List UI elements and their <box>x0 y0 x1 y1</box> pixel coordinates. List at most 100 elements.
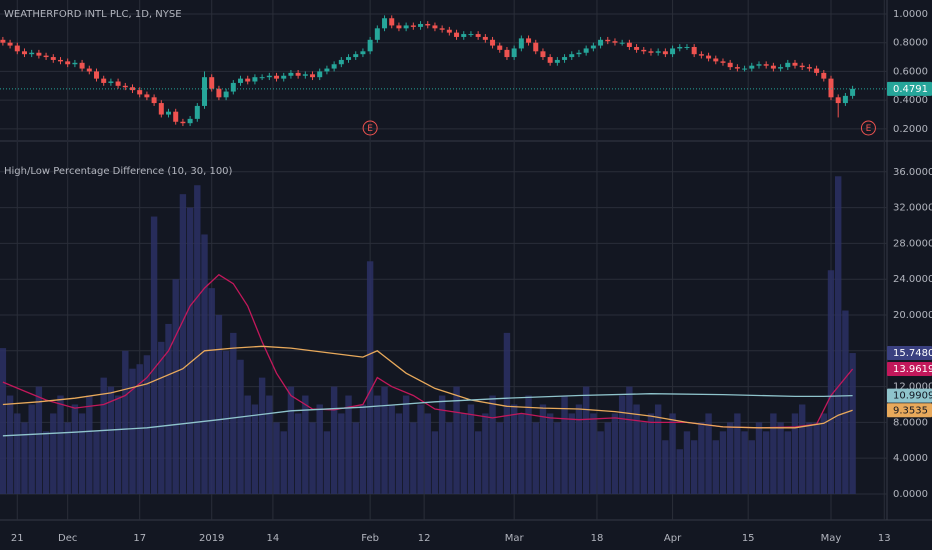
histogram-bar <box>698 422 705 494</box>
candle-body <box>202 77 208 106</box>
histogram-bar <box>57 395 64 494</box>
candle-body <box>806 67 812 69</box>
histogram-bar <box>266 395 273 494</box>
candle-body <box>43 55 49 58</box>
candle-body <box>151 97 157 104</box>
candle-body <box>410 25 416 27</box>
price-badge-label: 10.9909 <box>893 391 932 402</box>
histogram-bar <box>316 404 323 494</box>
candle-body <box>511 48 517 58</box>
histogram-bar <box>309 422 316 494</box>
histogram-bar <box>50 413 57 494</box>
histogram-bar <box>719 431 727 494</box>
price-badge <box>887 81 932 96</box>
candle-body <box>533 42 539 52</box>
candle-body <box>540 51 546 58</box>
candle-body <box>389 18 395 26</box>
candle-body <box>432 25 438 29</box>
price-badge <box>887 403 932 418</box>
y-tick-label: 24.0000 <box>893 274 932 285</box>
histogram-bar <box>633 404 640 494</box>
histogram-bar <box>798 404 806 494</box>
candle-body <box>792 62 798 66</box>
candle-body <box>266 75 272 78</box>
histogram-bar <box>258 377 266 494</box>
candle-body <box>619 42 625 44</box>
histogram-bar <box>136 364 143 494</box>
candle-body <box>14 45 20 52</box>
histogram-bar <box>834 176 842 494</box>
candle-body <box>245 78 251 82</box>
histogram-bar <box>374 395 381 494</box>
candle-body <box>842 95 848 104</box>
candle-body <box>360 51 366 55</box>
histogram-bar <box>813 422 820 494</box>
histogram-bar <box>122 350 129 494</box>
histogram-bar <box>647 413 655 494</box>
histogram-bar <box>820 413 827 494</box>
histogram-bar <box>208 288 215 494</box>
histogram-bar <box>532 422 539 494</box>
histogram-bar <box>417 404 424 494</box>
histogram-bar <box>359 404 367 494</box>
histogram-bar <box>28 404 35 494</box>
pane-title: High/Low Percentage Difference (10, 30, … <box>4 166 233 177</box>
candle-body <box>7 42 13 46</box>
histogram-bar <box>446 422 453 494</box>
histogram-bar <box>21 422 28 494</box>
candle-body <box>698 54 704 56</box>
candle-body <box>331 64 337 69</box>
histogram-bar <box>114 395 122 494</box>
candle-body <box>238 78 244 83</box>
histogram-bar <box>100 377 107 494</box>
histogram-bar <box>273 422 280 494</box>
candle-body <box>749 65 755 69</box>
price-badge-label: 15.7480 <box>893 348 932 359</box>
histogram-bar <box>604 422 611 494</box>
candle-body <box>367 39 373 52</box>
earnings-label: E <box>367 124 373 134</box>
candle-body <box>353 54 359 58</box>
histogram-bar <box>186 207 194 494</box>
histogram-bar <box>712 440 719 494</box>
candle-body <box>770 65 776 69</box>
histogram-bar <box>431 431 439 494</box>
histogram-bar <box>302 395 309 494</box>
candle-body <box>144 94 150 98</box>
candle-body <box>86 68 92 72</box>
candle-body <box>554 59 560 63</box>
x-tick-label: May <box>821 533 842 544</box>
candle-body <box>209 77 215 89</box>
candle-body <box>576 52 582 55</box>
histogram-bar <box>827 270 835 494</box>
histogram-bar <box>42 431 50 494</box>
histogram-bar <box>150 216 158 494</box>
candle-body <box>310 74 316 78</box>
histogram-bar <box>158 341 165 494</box>
indicator-line <box>2 393 853 437</box>
histogram-bar <box>453 386 460 494</box>
histogram-bar <box>590 413 597 494</box>
candle-body <box>382 18 388 29</box>
candle-body <box>223 91 229 98</box>
candle-body <box>36 52 42 56</box>
candle-body <box>569 54 575 58</box>
candle-body <box>274 75 280 79</box>
candle-body <box>785 62 791 68</box>
candle-body <box>482 36 488 40</box>
candle-body <box>425 24 431 26</box>
candle-body <box>720 61 726 63</box>
candle-body <box>137 90 143 95</box>
histogram-bar <box>323 431 331 494</box>
candle-body <box>612 41 618 43</box>
histogram-bar <box>626 386 633 494</box>
candle-body <box>814 68 820 73</box>
y-tick-label: 0.6000 <box>893 66 928 77</box>
candle-body <box>158 103 164 115</box>
candle-body <box>662 51 668 55</box>
histogram-bar <box>568 413 575 494</box>
x-tick-label: 14 <box>267 533 280 544</box>
histogram-bar <box>561 395 568 494</box>
candle-body <box>605 39 611 42</box>
candle-body <box>475 34 481 37</box>
